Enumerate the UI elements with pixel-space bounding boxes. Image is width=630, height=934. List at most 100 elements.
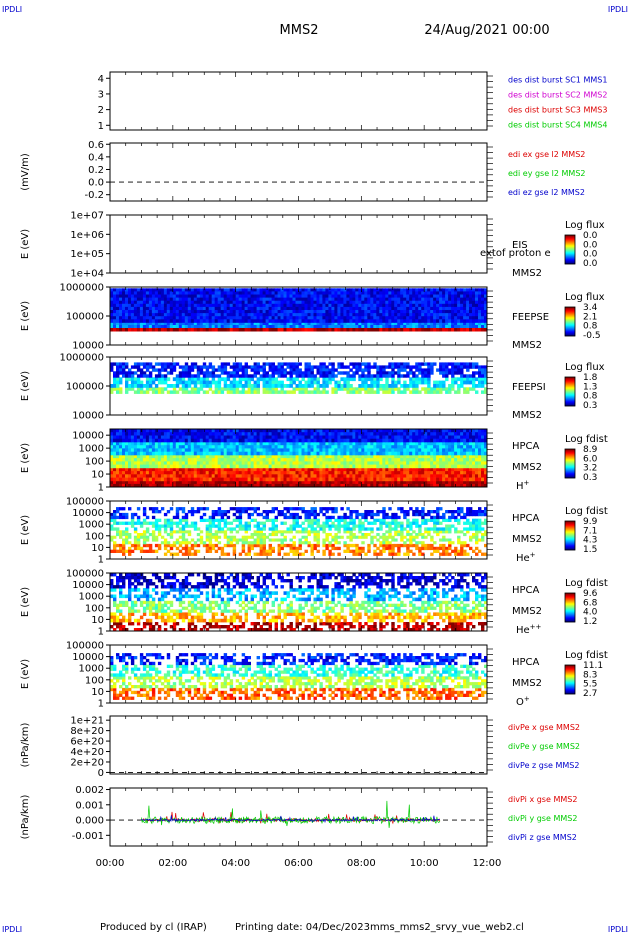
spectrogram-cell xyxy=(202,322,207,326)
spectrogram-cell xyxy=(388,448,392,452)
spectrogram-cell xyxy=(421,467,425,472)
spectrogram-cell xyxy=(454,451,458,456)
spectrogram-cell xyxy=(307,310,311,314)
spectrogram-cell xyxy=(235,291,240,295)
spectrogram-cell xyxy=(223,377,228,382)
spectrogram-cell xyxy=(442,365,446,369)
spectrogram-cell xyxy=(430,477,434,482)
spectrogram-cell xyxy=(358,461,362,465)
spectrogram-cell xyxy=(262,374,266,378)
spectrogram-cell xyxy=(232,316,237,320)
spectrogram-cell xyxy=(325,303,329,308)
spectrogram-cell xyxy=(128,310,132,314)
spectrogram-cell xyxy=(247,454,251,459)
spectrogram-cell xyxy=(319,442,323,446)
spectrogram-cell xyxy=(430,467,434,472)
spectrogram-cell xyxy=(190,288,195,292)
spectrogram-cell xyxy=(205,316,210,320)
spectrogram-cell xyxy=(406,319,410,323)
spectrogram-cell xyxy=(199,306,204,311)
spectrogram-cell xyxy=(125,467,129,472)
spectrogram-cell xyxy=(415,316,419,320)
spectrogram-cell xyxy=(454,327,458,332)
spectrogram-cell xyxy=(181,294,186,298)
spectrogram-cell xyxy=(238,365,243,369)
spectrogram-cell xyxy=(439,294,443,298)
spectrogram-cell xyxy=(340,483,344,488)
spectrogram-cell xyxy=(235,306,240,311)
spectrogram-cell xyxy=(430,451,434,456)
spectrogram-cell xyxy=(110,327,114,332)
spectrogram-cell xyxy=(160,325,165,328)
spectrogram-cell xyxy=(463,325,467,328)
spectrogram-cell xyxy=(403,442,407,446)
spectrogram-cell xyxy=(128,442,132,446)
spectrogram-cell xyxy=(388,454,392,459)
spectrogram-cell xyxy=(445,327,449,332)
spectrogram-cell xyxy=(472,461,476,465)
spectrogram-cell xyxy=(403,384,407,388)
spectrogram-cell xyxy=(463,362,467,366)
spectrogram-cell xyxy=(238,448,243,452)
spectrogram-cell xyxy=(448,300,452,305)
spectrogram-cell xyxy=(340,474,344,478)
spectrogram-cell xyxy=(454,319,458,323)
spectrogram-cell xyxy=(247,448,251,452)
spectrogram-cell xyxy=(424,454,428,459)
spectrogram-cell xyxy=(436,390,440,394)
spectrogram-cell xyxy=(295,300,299,305)
spectrogram-cell xyxy=(151,303,156,308)
spectrogram-cell xyxy=(283,467,287,472)
spectrogram-cell xyxy=(220,291,225,295)
spectrogram-cell xyxy=(193,467,198,472)
spectrogram-cell xyxy=(151,377,156,382)
spectrogram-cell xyxy=(187,325,192,328)
spectrogram-cell xyxy=(301,442,305,446)
spectrogram-cell xyxy=(145,362,150,366)
spectrogram-cell xyxy=(217,464,222,469)
spectrogram-cell xyxy=(184,384,189,388)
spectrogram-cell xyxy=(394,445,398,449)
spectrogram-cell xyxy=(259,325,263,328)
colorbar-band xyxy=(565,402,575,404)
spectrogram-cell xyxy=(175,445,180,449)
spectrogram-cell xyxy=(151,322,156,326)
spectrogram-cell xyxy=(280,384,284,388)
spectrogram-cell xyxy=(193,442,198,446)
spectrogram-cell xyxy=(298,306,302,311)
spectrogram-cell xyxy=(424,300,428,305)
spectrogram-cell xyxy=(187,471,192,475)
spectrogram-cell xyxy=(220,458,225,462)
spectrogram-cell xyxy=(478,322,482,326)
spectrogram-cell xyxy=(145,325,150,328)
spectrogram-cell xyxy=(292,471,296,475)
spectrogram-cell xyxy=(463,294,467,298)
spectrogram-cell xyxy=(442,310,446,314)
colorbar-band xyxy=(565,313,575,315)
spectrogram-cell xyxy=(169,313,174,317)
spectrogram-cell xyxy=(280,316,284,320)
instrument-label: MMS2 xyxy=(512,410,542,421)
spectrogram-cell xyxy=(235,327,240,332)
spectrogram-cell xyxy=(116,377,120,382)
spectrogram-cell xyxy=(364,322,368,326)
spectrogram-cell xyxy=(385,474,389,478)
spectrogram-cell xyxy=(370,454,374,459)
spectrogram-cell xyxy=(190,464,195,469)
spectrogram-cell xyxy=(145,310,150,314)
spectrogram-cell xyxy=(110,467,114,472)
spectrogram-cell xyxy=(139,458,144,462)
spectrogram-cell xyxy=(187,371,192,375)
spectrogram-cell xyxy=(202,474,207,478)
spectrogram-cell xyxy=(172,365,177,369)
spectrogram-cell xyxy=(373,458,377,462)
spectrogram-cell xyxy=(478,380,482,385)
legend-entry: des dist burst SC4 MMS4 xyxy=(508,121,607,130)
spectrogram-cell xyxy=(157,313,162,317)
spectrogram-cell xyxy=(292,480,296,485)
spectrogram-cell xyxy=(268,300,272,305)
y-tick-label: 0.0 xyxy=(88,178,104,189)
spectrogram-cell xyxy=(436,325,440,328)
spectrogram-cell xyxy=(286,306,290,311)
spectrogram-cell xyxy=(472,451,476,456)
